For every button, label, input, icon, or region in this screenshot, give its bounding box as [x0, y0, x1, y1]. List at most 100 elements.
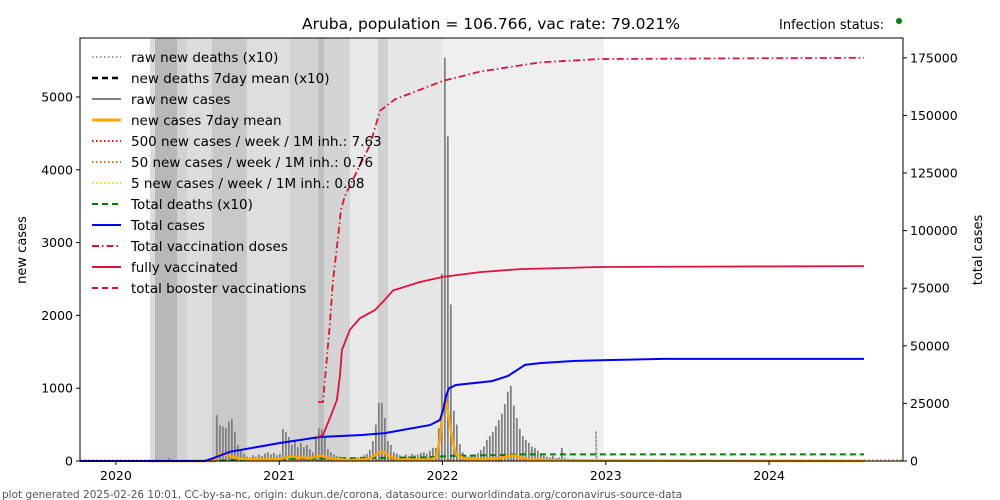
raw-new-cases-bar — [242, 453, 245, 461]
raw-new-cases-bar — [389, 444, 392, 461]
raw-new-cases-bar — [440, 273, 443, 461]
infection-status-label: Infection status: — [779, 18, 884, 33]
legend-label: raw new deaths (x10) — [131, 50, 278, 66]
y-tick-label: 5000 — [41, 89, 73, 104]
raw-new-cases-bar — [551, 455, 554, 461]
total-cases-line — [80, 357, 864, 462]
raw-new-cases-bar — [272, 452, 275, 461]
y-right-tick-label: 100000 — [910, 223, 958, 238]
background-bands — [149, 38, 604, 461]
y-tick-label: 1000 — [41, 381, 73, 396]
raw-new-cases-bar — [284, 431, 287, 461]
fully-vaccinated-line — [317, 265, 865, 438]
raw-new-cases-bar — [323, 436, 326, 461]
x-tick-label: 2021 — [263, 468, 295, 483]
legend-label: new deaths 7day mean (x10) — [131, 71, 330, 87]
raw-new-cases-bar — [215, 415, 218, 461]
raw-new-cases-bar — [329, 452, 332, 461]
raw-new-cases-bar — [368, 450, 371, 461]
raw-new-cases-bar — [167, 458, 170, 461]
legend: raw new deaths (x10) new deaths 7day mean… — [92, 50, 382, 297]
x-tick-label: 2022 — [427, 468, 459, 483]
raw-new-cases-bar — [398, 455, 401, 461]
raw-new-cases-bar — [281, 428, 284, 461]
raw-new-cases-bar — [296, 447, 299, 461]
raw-new-cases-bar — [515, 418, 518, 461]
raw-new-cases-bar — [485, 439, 488, 461]
raw-new-cases-bar — [365, 453, 368, 461]
background-band — [176, 38, 187, 461]
raw-new-cases-bar — [290, 444, 293, 461]
raw-new-cases-bar — [383, 418, 386, 461]
raw-new-cases-bar — [386, 440, 389, 461]
legend-label: 500 new cases / week / 1M inh.: 7.63 — [131, 134, 382, 150]
raw-new-cases-bar — [497, 420, 500, 461]
y-right-tick-label: 50000 — [910, 338, 950, 353]
raw-new-cases-bar — [308, 448, 311, 461]
y-axis-right: 0 25000 50000 75000 100000 125000 150000 175000 — [903, 50, 958, 469]
background-band — [317, 38, 324, 461]
raw-new-cases-bar — [503, 404, 506, 461]
raw-new-cases-bar — [326, 448, 329, 461]
raw-new-cases-bar — [488, 436, 491, 461]
raw-new-cases-bar — [314, 436, 317, 461]
raw-new-cases-bar — [269, 454, 272, 461]
infection-status-dot-icon — [896, 18, 902, 24]
raw-new-cases-bar — [542, 455, 545, 461]
raw-new-cases-bar — [380, 402, 383, 461]
x-tick-label: 2023 — [590, 468, 622, 483]
background-band — [377, 38, 388, 461]
background-band — [211, 38, 247, 461]
raw-new-cases-bar — [320, 429, 323, 461]
raw-new-cases-bar — [446, 136, 449, 462]
y-right-tick-label: 175000 — [910, 50, 958, 65]
raw-new-cases-bar — [236, 444, 239, 461]
raw-new-cases-bar — [539, 454, 542, 461]
y-right-tick-label: 125000 — [910, 166, 958, 181]
raw-new-cases-bar — [494, 426, 497, 461]
background-band — [323, 38, 350, 461]
raw-new-cases-bar — [521, 436, 524, 461]
y-axis-left: 0 1000 2000 3000 4000 5000 — [41, 89, 80, 469]
raw-new-cases-bar — [302, 447, 305, 461]
raw-new-cases-bar — [266, 452, 269, 461]
raw-new-cases-bar — [476, 452, 479, 461]
raw-new-cases-bar — [230, 418, 233, 461]
raw-new-cases-bar — [482, 446, 485, 461]
raw-new-cases-bar — [428, 450, 431, 461]
raw-new-cases-bar — [227, 421, 230, 461]
raw-new-cases-bar — [536, 450, 539, 461]
legend-label: 50 new cases / week / 1M inh.: 0.76 — [131, 155, 373, 171]
legend-label: raw new cases — [131, 92, 230, 108]
raw-new-cases-bar — [452, 410, 455, 461]
legend-label: Total vaccination doses — [130, 239, 288, 255]
total-vaccination-doses-line — [317, 56, 865, 403]
y-right-tick-label: 75000 — [910, 281, 950, 296]
y-right-tick-label: 25000 — [910, 396, 950, 411]
raw-new-deaths-line — [595, 431, 598, 462]
y-right-tick-label: 150000 — [910, 108, 958, 123]
y-tick-label: 4000 — [41, 162, 73, 177]
raw-new-cases-bar — [524, 439, 527, 461]
raw-new-cases-bar — [263, 453, 266, 461]
raw-new-cases-bars — [152, 57, 599, 462]
raw-new-cases-bar — [491, 431, 494, 461]
chart-title: Aruba, population = 106.766, vac rate: 7… — [302, 15, 680, 33]
legend-label: new cases 7day mean — [131, 113, 282, 129]
footer-credit: plot generated 2025-02-26 10:01, CC-by-s… — [2, 489, 682, 500]
raw-new-cases-bar — [506, 391, 509, 461]
y-tick-label: 2000 — [41, 308, 73, 323]
raw-new-cases-bar — [278, 453, 281, 461]
raw-new-cases-bar — [287, 436, 290, 461]
raw-new-cases-bar — [374, 424, 377, 461]
y-right-tick-label: 0 — [910, 454, 918, 469]
raw-new-cases-bar — [377, 402, 380, 461]
x-tick-label: 2024 — [753, 468, 785, 483]
raw-new-cases-bar — [512, 405, 515, 461]
raw-new-cases-bar — [218, 425, 221, 461]
background-band — [442, 38, 604, 461]
raw-new-cases-bar — [431, 447, 434, 461]
raw-new-cases-bar — [458, 444, 461, 461]
